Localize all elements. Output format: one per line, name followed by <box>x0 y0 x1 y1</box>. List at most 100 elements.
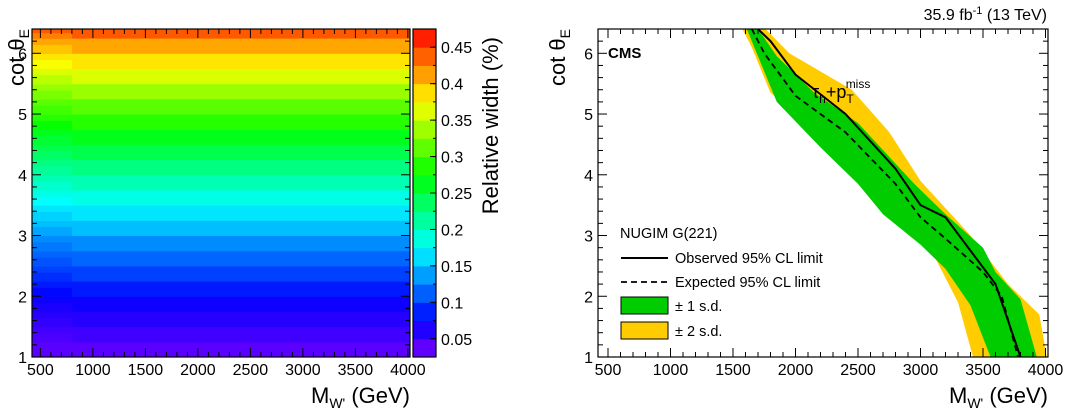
observed-limit-line <box>757 29 1022 357</box>
heatmap-cells <box>32 29 410 358</box>
heatmap-cell <box>32 333 72 343</box>
limit-y-axis-label: cot θE <box>545 29 573 86</box>
x-tick-label: 3500 <box>965 362 1001 379</box>
heatmap-cell <box>32 151 72 161</box>
colorbar-level <box>413 120 436 139</box>
heatmap-x-axis-label: MW' (GeV) <box>311 383 410 411</box>
x-tick-label: 4000 <box>1028 362 1064 379</box>
heatmap-cell <box>32 189 410 206</box>
heatmap-frame <box>31 28 411 358</box>
colorbar-level <box>413 138 436 158</box>
heatmap-cell <box>32 257 72 267</box>
legend-two-sd-swatch <box>620 321 669 340</box>
legend: NUGIM G(221) Observed 95% CL limit Expec… <box>620 226 823 340</box>
x-tick-label: 1000 <box>75 362 111 379</box>
heatmap-cell <box>32 159 410 176</box>
y-tick-label: 4 <box>18 168 27 185</box>
x-tick-label: 2000 <box>778 362 814 379</box>
colorbar <box>413 29 436 358</box>
heatmap-y-axis-label: cot θE <box>4 29 32 86</box>
legend-two-sd-label: ± 2 s.d. <box>675 324 722 340</box>
limit-x-ticks: 500 1000 1500 2000 2500 3000 3500 4000 <box>595 29 1064 379</box>
y-tick-label: 3 <box>584 229 593 246</box>
x-tick-label: 2500 <box>233 362 269 379</box>
x-tick-label: 4000 <box>390 362 426 379</box>
x-tick-label: 3500 <box>338 362 374 379</box>
colorbar-level <box>413 83 436 103</box>
heatmap-cell <box>32 181 72 191</box>
y-tick-label: 2 <box>584 289 593 306</box>
colorbar-level <box>413 156 436 176</box>
y-tick-label: 5 <box>584 107 593 124</box>
heatmap-cell <box>32 60 72 69</box>
legend-one-sd-label: ± 1 s.d. <box>675 299 722 315</box>
x-tick-label: 1500 <box>128 362 164 379</box>
colorbar-level <box>413 47 436 66</box>
colorbar-level <box>413 211 436 230</box>
heatmap-cell <box>32 53 410 69</box>
limit-x-axis-label: MW' (GeV) <box>949 383 1048 411</box>
heatmap-x-ticks: 500 1000 1500 2000 2500 3000 3500 4000 <box>27 29 426 379</box>
heatmap-cell <box>32 33 72 39</box>
heatmap-panel: 500 1000 1500 2000 2500 3000 3500 4000 1 2 3 4 5 6 0… <box>4 28 503 411</box>
colorbar-level <box>413 29 436 48</box>
x-tick-label: 1000 <box>653 362 689 379</box>
heatmap-cell <box>32 326 410 343</box>
colorbar-level <box>413 302 436 322</box>
heatmap-cell <box>32 166 72 176</box>
y-tick-label: 6 <box>18 46 27 63</box>
colorbar-level <box>413 284 436 303</box>
colorbar-tick-label: 0.4 <box>441 77 463 94</box>
heatmap-cell <box>32 242 72 252</box>
x-tick-label: 500 <box>595 362 622 379</box>
heatmap-cell <box>32 136 72 145</box>
colorbar-level <box>413 320 436 340</box>
legend-header: NUGIM G(221) <box>620 226 718 242</box>
heatmap-cell <box>32 296 410 312</box>
heatmap-cell <box>32 83 410 100</box>
channel-label: τh+pTmiss <box>812 77 870 106</box>
colorbar-level <box>413 247 436 267</box>
colorbar-ticks: 0.05 0.1 0.15 0.2 0.25 0.3 0.35 0.4 0.45 <box>430 28 472 358</box>
colorbar-level <box>413 229 436 249</box>
heatmap-cell <box>32 38 410 54</box>
heatmap-cell <box>32 303 72 312</box>
heatmap-cell <box>32 90 72 100</box>
y-tick-label: 3 <box>18 229 27 246</box>
heatmap-cell <box>32 311 410 328</box>
colorbar-tick-label: 0.2 <box>441 222 463 239</box>
colorbar-tick-label: 0.35 <box>441 113 472 130</box>
cms-label: CMS <box>608 45 641 62</box>
heatmap-cell <box>32 341 410 358</box>
colorbar-tick-label: 0.45 <box>441 40 472 57</box>
colorbar-level <box>413 101 436 121</box>
heatmap-cell <box>32 287 72 297</box>
y-tick-label: 4 <box>584 168 593 185</box>
colorbar-level <box>413 174 436 194</box>
x-tick-label: 3000 <box>903 362 939 379</box>
colorbar-tick-label: 0.3 <box>441 150 463 167</box>
heatmap-cell <box>32 227 72 237</box>
legend-expected-label: Expected 95% CL limit <box>675 275 820 291</box>
heatmap-cell <box>32 235 410 252</box>
colorbar-tick-label: 0.1 <box>441 295 463 312</box>
heatmap-cell <box>32 129 410 145</box>
limit-y-ticks: 1 2 3 4 5 6 <box>584 40 1048 367</box>
heatmap-cell <box>32 196 72 206</box>
expected-limit-line <box>750 29 1019 357</box>
colorbar-level <box>413 193 436 212</box>
one-sd-band <box>746 29 1037 357</box>
x-tick-label: 3000 <box>285 362 321 379</box>
colorbar-level <box>413 265 436 285</box>
colorbar-level <box>413 338 436 358</box>
heatmap-cell <box>32 250 410 267</box>
y-tick-label: 6 <box>584 46 593 63</box>
heatmap-cell <box>32 68 410 85</box>
heatmap-cell <box>32 174 410 191</box>
y-tick-label: 1 <box>584 350 593 367</box>
heatmap-cell <box>32 75 72 85</box>
colorbar-tick-label: 0.05 <box>441 332 472 349</box>
heatmap-cell <box>32 281 410 297</box>
colorbar-tick-label: 0.15 <box>441 259 472 276</box>
heatmap-cell <box>32 211 72 221</box>
